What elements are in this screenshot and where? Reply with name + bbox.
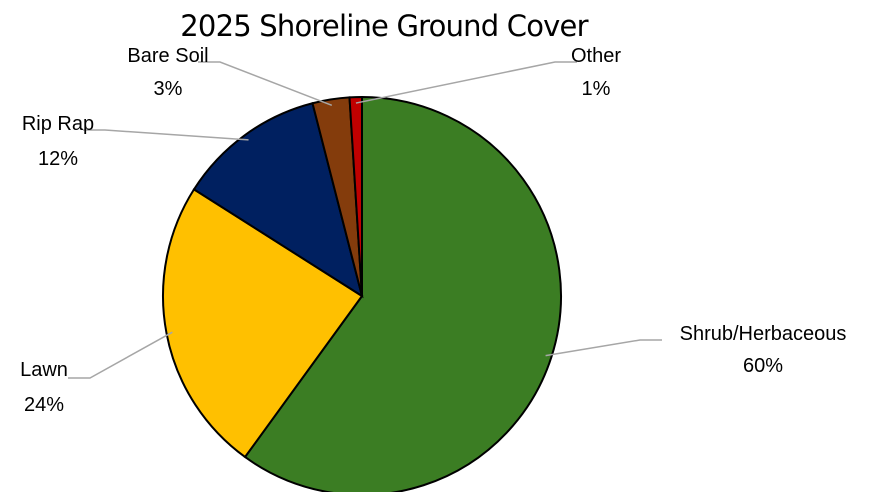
pie-slice-shrub-herbaceous <box>243 95 562 492</box>
slice-label-lawn: Lawn <box>20 359 68 381</box>
data-labels: Shrub/Herbaceous 60% Lawn 24% Rip Rap 12% Bare… <box>20 45 846 416</box>
slice-value-rip-rap: 12% <box>38 148 78 170</box>
slice-value-other: 1% <box>582 78 611 100</box>
chart-title: 2025 Shoreline Ground Cover <box>180 9 588 43</box>
pie-slice-other <box>348 95 363 297</box>
pie-slice-rip-rap <box>192 102 364 299</box>
leader-lines <box>68 61 662 379</box>
leader-line-bare-soil <box>198 61 333 107</box>
slice-label-rip-rap: Rip Rap <box>22 113 94 135</box>
slice-label-bare-soil: Bare Soil <box>127 45 208 67</box>
slice-label-shrub-herbaceous: Shrub/Herbaceous <box>680 323 847 345</box>
pie-slices <box>162 95 562 492</box>
leader-line-other <box>355 61 577 104</box>
slice-value-bare-soil: 3% <box>154 78 183 100</box>
slice-value-shrub-herbaceous: 60% <box>743 355 783 377</box>
leader-line-rip-rap <box>83 129 249 141</box>
slice-value-lawn: 24% <box>24 394 64 416</box>
leader-line-lawn <box>68 331 173 379</box>
leader-line-shrub-herbaceous <box>545 339 662 357</box>
pie-slice-lawn <box>162 187 364 459</box>
slice-label-other: Other <box>571 45 621 67</box>
